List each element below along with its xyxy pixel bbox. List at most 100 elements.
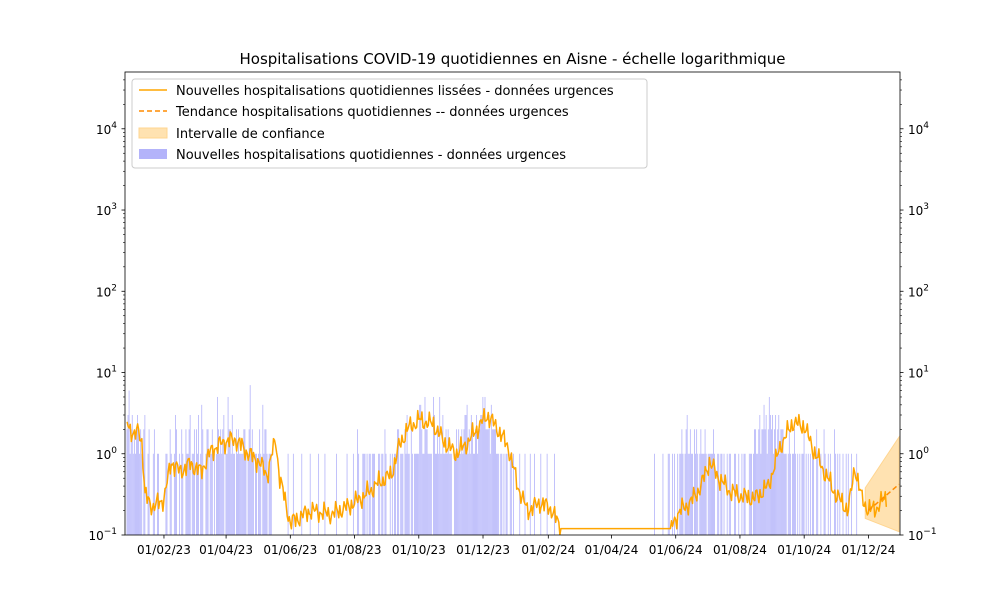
daily-bar [401, 453, 403, 535]
daily-bar [398, 429, 400, 535]
daily-bar [755, 429, 757, 535]
daily-bar [789, 453, 791, 535]
x-tick-label: 01/10/24 [777, 543, 831, 557]
x-tick-label: 01/10/23 [392, 543, 446, 557]
daily-bar [486, 429, 488, 535]
daily-bar [505, 453, 507, 535]
daily-bar [466, 404, 468, 535]
daily-bar [191, 453, 193, 535]
daily-bar [227, 396, 229, 535]
legend-label: Intervalle de confiance [176, 127, 325, 142]
daily-bar [237, 453, 238, 535]
daily-bar [839, 453, 841, 535]
daily-bar [209, 453, 211, 535]
trend-line-layer [867, 483, 900, 512]
daily-bar [674, 453, 675, 535]
daily-bar [845, 453, 847, 535]
daily-bar [324, 453, 326, 535]
daily-bar [797, 453, 799, 535]
x-tick-label: 01/12/23 [456, 543, 510, 557]
daily-bar [220, 429, 222, 535]
daily-bar [216, 453, 217, 535]
daily-bar [196, 429, 197, 535]
daily-bar [192, 453, 194, 535]
daily-bar [718, 453, 720, 535]
y-tick-exponent: 1 [923, 365, 929, 375]
daily-bar [751, 453, 752, 535]
daily-bar [774, 429, 775, 535]
daily-bar [170, 453, 172, 535]
daily-bar [152, 453, 154, 535]
daily-bar [389, 453, 391, 535]
y-tick-base: 10 [88, 529, 103, 543]
daily-bar [450, 453, 452, 535]
daily-bar [801, 453, 803, 535]
daily-bar [394, 453, 395, 535]
daily-bar [426, 429, 428, 535]
y-tick-label-left: 102 [96, 283, 117, 299]
daily-bar [198, 414, 199, 535]
daily-bar [684, 453, 686, 535]
daily-bar [222, 429, 224, 535]
x-tick-label: 01/06/24 [649, 543, 703, 557]
daily-bar [391, 453, 393, 535]
daily-bar [189, 414, 191, 535]
daily-bar [687, 453, 689, 535]
daily-bar [474, 453, 475, 535]
y-tick-exponent: 0 [111, 446, 117, 456]
daily-bar [680, 453, 682, 535]
daily-bar [438, 453, 440, 535]
y-tick-base: 10 [908, 204, 923, 218]
daily-bar [239, 453, 241, 535]
legend-ci-swatch [138, 127, 168, 139]
daily-bar [483, 414, 485, 535]
daily-bar [554, 453, 555, 535]
y-tick-label-left: 103 [96, 202, 117, 218]
daily-bar [419, 404, 421, 535]
y-tick-base: 10 [908, 367, 923, 381]
daily-bar [784, 453, 786, 535]
daily-bar [829, 453, 831, 535]
daily-bar [704, 429, 706, 535]
daily-bar [259, 429, 261, 535]
daily-bar [469, 453, 471, 535]
daily-bar [495, 429, 496, 535]
daily-bar [206, 429, 208, 535]
y-tick-label-right: 103 [908, 202, 929, 218]
daily-bar [834, 429, 835, 535]
daily-bar [497, 453, 499, 535]
daily-bar [445, 429, 447, 535]
legend: Nouvelles hospitalisations quotidiennes … [131, 78, 648, 169]
y-tick-base: 10 [96, 204, 111, 218]
daily-bar [229, 429, 231, 535]
daily-bar [366, 453, 368, 535]
y-tick-exponent: 3 [923, 202, 929, 212]
daily-bar [749, 453, 751, 535]
daily-bar [679, 453, 681, 535]
daily-bar [309, 453, 311, 535]
daily-bar [479, 429, 481, 535]
daily-bar [136, 429, 137, 535]
daily-bar [226, 453, 228, 535]
daily-bar [473, 453, 474, 535]
daily-bar [487, 429, 489, 535]
daily-bar [540, 453, 542, 535]
daily-bar [129, 453, 131, 535]
daily-bar [166, 453, 168, 535]
daily-bar [710, 453, 712, 535]
y-tick-exponent: 2 [111, 283, 117, 293]
daily-bar [241, 453, 243, 535]
daily-bar [457, 453, 459, 535]
daily-bar [728, 453, 730, 535]
daily-bar [510, 453, 512, 535]
daily-bar [455, 453, 456, 535]
daily-bar [221, 453, 223, 535]
daily-bar [233, 453, 235, 535]
daily-bar [705, 453, 707, 535]
daily-bar [318, 453, 320, 535]
daily-bar [292, 453, 294, 535]
daily-bar [244, 429, 246, 535]
daily-bar [245, 453, 247, 535]
legend-label: Nouvelles hospitalisations quotidiennes … [176, 84, 614, 99]
daily-bar [202, 429, 204, 535]
